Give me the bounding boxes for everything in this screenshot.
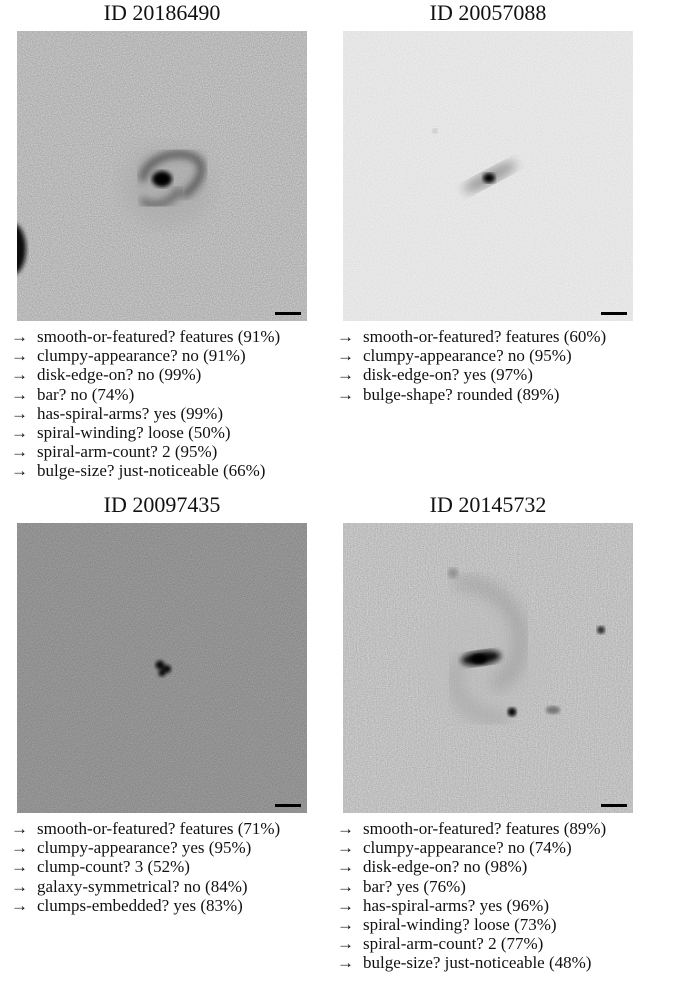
arrow-icon: → <box>11 327 28 346</box>
arrow-icon: → <box>11 403 28 423</box>
arrow-icon: → <box>337 365 354 385</box>
arrow-icon: → <box>11 384 28 404</box>
classification-item: → clumpy-appearance? no (95%) <box>337 346 606 365</box>
classification-text: clumpy-appearance? yes (95%) <box>37 838 252 858</box>
classification-item: → disk-edge-on? yes (97%) <box>337 365 606 384</box>
classification-item: → clumpy-appearance? yes (95%) <box>11 838 280 857</box>
galaxy-id-title: ID 20097435 <box>103 492 221 517</box>
arrow-icon: → <box>337 934 354 954</box>
classification-text: spiral-arm-count? 2 (77%) <box>363 934 544 954</box>
galaxy-image <box>343 31 633 321</box>
classification-text: disk-edge-on? no (98%) <box>363 857 528 877</box>
classification-text: clumpy-appearance? no (74%) <box>363 838 572 858</box>
classification-text: bar? yes (76%) <box>363 876 466 896</box>
arrow-icon: → <box>337 346 354 366</box>
classification-text: smooth-or-featured? features (71%) <box>37 819 281 838</box>
arrow-icon: → <box>11 442 28 462</box>
classification-list: → smooth-or-featured? features (89%) → clu… <box>337 819 606 973</box>
classification-text: disk-edge-on? yes (97%) <box>363 365 533 385</box>
classification-text: bulge-size? just-noticeable (48%) <box>363 953 592 973</box>
classification-text: spiral-winding? loose (73%) <box>363 915 557 935</box>
classification-text: clump-count? 3 (52%) <box>37 857 190 877</box>
arrow-icon: → <box>11 461 28 481</box>
classification-item: → smooth-or-featured? features (71%) <box>11 819 280 838</box>
galaxy-image <box>17 523 307 813</box>
arrow-icon: → <box>11 423 28 443</box>
arrow-icon: → <box>11 365 28 385</box>
classification-text: spiral-arm-count? 2 (95%) <box>37 442 218 462</box>
classification-text: bar? no (74%) <box>37 384 135 404</box>
classification-item: → spiral-arm-count? 2 (95%) <box>11 442 280 461</box>
classification-item: → clumpy-appearance? no (91%) <box>11 346 280 365</box>
classification-item: → has-spiral-arms? yes (96%) <box>337 896 606 915</box>
galaxy-id-title: ID 20145732 <box>429 492 547 517</box>
classification-item: → bar? no (74%) <box>11 385 280 404</box>
galaxy-id-title: ID 20186490 <box>103 0 221 25</box>
arrow-icon: → <box>11 895 28 915</box>
galaxy-image <box>343 523 633 813</box>
arrow-icon: → <box>337 838 354 858</box>
classification-list: → smooth-or-featured? features (91%) → clu… <box>11 327 280 481</box>
classification-list: → smooth-or-featured? features (71%) → clu… <box>11 819 280 915</box>
classification-item: → spiral-winding? loose (73%) <box>337 915 606 934</box>
arrow-icon: → <box>337 819 354 838</box>
classification-text: clumps-embedded? yes (83%) <box>37 895 243 915</box>
classification-text: smooth-or-featured? features (91%) <box>37 327 281 346</box>
classification-item: → bar? yes (76%) <box>337 877 606 896</box>
classification-item: → clump-count? 3 (52%) <box>11 857 280 876</box>
classification-item: → bulge-shape? rounded (89%) <box>337 385 606 404</box>
arrow-icon: → <box>337 857 354 877</box>
arrow-icon: → <box>337 895 354 915</box>
classification-text: spiral-winding? loose (50%) <box>37 423 231 443</box>
classification-item: → bulge-size? just-noticeable (66%) <box>11 461 280 480</box>
arrow-icon: → <box>11 346 28 366</box>
classification-text: has-spiral-arms? yes (99%) <box>37 403 223 423</box>
arrow-icon: → <box>11 876 28 896</box>
classification-item: → disk-edge-on? no (98%) <box>337 857 606 876</box>
classification-text: disk-edge-on? no (99%) <box>37 365 202 385</box>
classification-item: → bulge-size? just-noticeable (48%) <box>337 953 606 972</box>
classification-item: → smooth-or-featured? features (91%) <box>11 327 280 346</box>
classification-text: bulge-size? just-noticeable (66%) <box>37 461 266 481</box>
arrow-icon: → <box>337 915 354 935</box>
classification-text: galaxy-symmetrical? no (84%) <box>37 876 248 896</box>
classification-text: smooth-or-featured? features (60%) <box>363 327 607 346</box>
classification-text: smooth-or-featured? features (89%) <box>363 819 607 838</box>
classification-text: clumpy-appearance? no (91%) <box>37 346 246 366</box>
classification-item: → clumps-embedded? yes (83%) <box>11 896 280 915</box>
classification-item: → disk-edge-on? no (99%) <box>11 365 280 384</box>
galaxy-id-title: ID 20057088 <box>429 0 547 25</box>
arrow-icon: → <box>337 384 354 404</box>
arrow-icon: → <box>337 953 354 973</box>
classification-item: → has-spiral-arms? yes (99%) <box>11 404 280 423</box>
galaxy-image <box>17 31 307 321</box>
arrow-icon: → <box>11 857 28 877</box>
classification-text: has-spiral-arms? yes (96%) <box>363 895 549 915</box>
arrow-icon: → <box>11 819 28 838</box>
classification-list: → smooth-or-featured? features (60%) → clu… <box>337 327 606 404</box>
arrow-icon: → <box>337 876 354 896</box>
classification-item: → spiral-winding? loose (50%) <box>11 423 280 442</box>
arrow-icon: → <box>337 327 354 346</box>
classification-text: bulge-shape? rounded (89%) <box>363 384 560 404</box>
classification-item: → clumpy-appearance? no (74%) <box>337 838 606 857</box>
classification-item: → smooth-or-featured? features (89%) <box>337 819 606 838</box>
classification-item: → galaxy-symmetrical? no (84%) <box>11 877 280 896</box>
classification-item: → smooth-or-featured? features (60%) <box>337 327 606 346</box>
arrow-icon: → <box>11 838 28 858</box>
classification-text: clumpy-appearance? no (95%) <box>363 346 572 366</box>
classification-item: → spiral-arm-count? 2 (77%) <box>337 934 606 953</box>
